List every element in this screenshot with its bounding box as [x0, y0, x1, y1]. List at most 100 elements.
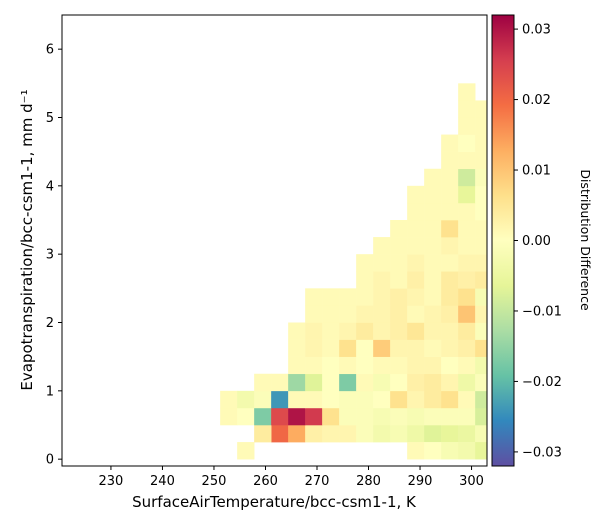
heatmap-cell [458, 83, 476, 101]
heatmap-cell [441, 168, 459, 187]
heatmap-cell [424, 322, 442, 340]
heatmap-cell [373, 356, 391, 375]
heatmap-cell [305, 322, 323, 340]
heatmap-cell [458, 373, 476, 392]
heatmap-cell [288, 373, 306, 392]
heatmap-cell [458, 390, 476, 409]
heatmap-cell [441, 373, 459, 392]
heatmap-cell [424, 407, 442, 426]
colorbar [491, 14, 515, 467]
heatmap-cell [373, 288, 391, 306]
heatmap-cell [220, 390, 238, 409]
y-tick-label: 0 [46, 453, 54, 468]
heatmap-cell [305, 425, 323, 443]
y-tick-label: 1 [46, 384, 54, 399]
heatmap-cell [288, 390, 306, 409]
heatmap-cell [475, 390, 488, 409]
heatmap-cell [424, 220, 442, 238]
heatmap-cell [339, 339, 357, 357]
heatmap-cell [407, 185, 425, 204]
heatmap-cell [407, 305, 425, 323]
heatmap-cell [407, 425, 425, 443]
heatmap-cell [441, 442, 459, 460]
heatmap-cell [305, 407, 323, 426]
heatmap-cell [424, 373, 442, 392]
heatmap-cell [271, 407, 289, 426]
heatmap-cell [271, 373, 289, 392]
heatmap-cell [441, 254, 459, 272]
x-tick-label: 270 [305, 474, 330, 489]
heatmap-cell [475, 185, 488, 204]
heatmap-cell [339, 356, 357, 375]
heatmap-cell [237, 407, 255, 426]
heatmap-cell [407, 322, 425, 340]
heatmap-cell [322, 339, 340, 357]
heatmap-cell [458, 202, 476, 221]
heatmap-cell [441, 425, 459, 443]
heatmap-cell [475, 339, 488, 357]
heatmap-cell [441, 134, 459, 152]
colorbar-tick-label: −0.03 [522, 445, 562, 460]
heatmap-cell [441, 185, 459, 204]
heatmap-cell [475, 356, 488, 375]
heatmap-cell [271, 390, 289, 409]
heatmap-cell [339, 373, 357, 392]
heatmap-cell [356, 339, 374, 357]
heatmap-cell [305, 288, 323, 306]
heatmap-cell [424, 425, 442, 443]
heatmap-cell [322, 305, 340, 323]
x-axis-label: SurfaceAirTemperature/bcc-csm1-1, K [132, 493, 417, 511]
heatmap-cell [441, 271, 459, 289]
x-axis: 230 240 250 260 270 280 290 300 [99, 466, 484, 489]
y-tick-label: 5 [46, 111, 54, 126]
heatmap-cell [339, 322, 357, 340]
heatmap-cell [390, 220, 408, 238]
heatmap-cell [390, 339, 408, 357]
heatmap-cell [475, 425, 488, 443]
heatmap-cell [373, 373, 391, 392]
heatmap-cell [390, 373, 408, 392]
colorbar-tick-label: 0.03 [522, 23, 551, 38]
heatmap-cell [458, 151, 476, 170]
heatmap-cell [407, 254, 425, 272]
heatmap-cell [373, 425, 391, 443]
heatmap-cell [288, 407, 306, 426]
heatmap-cell [356, 288, 374, 306]
heatmap-cell [305, 356, 323, 375]
heatmap-cell [237, 442, 255, 460]
heatmap-cell [424, 237, 442, 255]
heatmap-cell [475, 220, 488, 238]
heatmap-cell [441, 339, 459, 357]
heatmap-cell [458, 425, 476, 443]
heatmap-cell [475, 202, 488, 221]
heatmap-cell [390, 356, 408, 375]
heatmap-cell [407, 373, 425, 392]
heatmap-cell [458, 237, 476, 255]
heatmap-cell [390, 288, 408, 306]
heatmap-cell [458, 356, 476, 375]
heatmap-cell [441, 202, 459, 221]
heatmap-cell [441, 305, 459, 323]
heatmap-cell [356, 322, 374, 340]
heatmap-cell [458, 271, 476, 289]
heatmap-cell [339, 407, 357, 426]
heatmap-cell [390, 254, 408, 272]
heatmap-cell [407, 407, 425, 426]
colorbar-tick-label: 0.02 [522, 93, 551, 108]
heatmap-cell [254, 407, 272, 426]
heatmap-cell [458, 100, 476, 118]
heatmap-cell [356, 407, 374, 426]
heatmap-cell [475, 168, 488, 187]
heatmap-cell [373, 305, 391, 323]
heatmap-cell [441, 322, 459, 340]
heatmap-cell [458, 185, 476, 204]
heatmap-cell [356, 271, 374, 289]
heatmap-cell [407, 390, 425, 409]
heatmap-cell [237, 390, 255, 409]
heatmap-cell [322, 425, 340, 443]
heatmap-cell [458, 339, 476, 357]
heatmap-cell [475, 373, 488, 392]
heatmap-cell [373, 339, 391, 357]
heatmap-cell [441, 356, 459, 375]
